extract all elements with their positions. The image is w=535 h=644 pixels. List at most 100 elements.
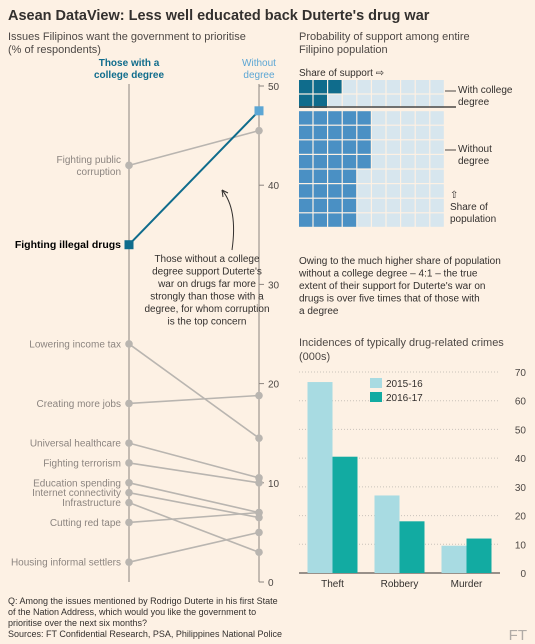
- bar-tick-label: 0: [520, 569, 526, 580]
- slope-point-left: [125, 518, 133, 527]
- waffle-cell: [415, 94, 430, 108]
- waffle-cell: [430, 140, 444, 154]
- page-title: Asean DataView: Less well educated back …: [8, 8, 430, 24]
- slope-point-left: [125, 399, 133, 408]
- waffle-note: Owing to the much higher share of popula…: [298, 256, 501, 317]
- slope-category-label: Housing informal settlers: [11, 558, 121, 569]
- waffle-cell: [299, 198, 313, 213]
- slope-point-right: [255, 434, 263, 442]
- waffle-cell: [386, 213, 400, 227]
- bar: [399, 521, 425, 573]
- slope-line: [128, 129, 260, 167]
- waffle-cell: [328, 169, 342, 183]
- slope-annotation: Those without a college degree support Du…: [144, 254, 269, 328]
- slope-chart: Issues Filipinos want the government to …: [8, 31, 280, 589]
- waffle-cell: [342, 125, 357, 140]
- bar-chart-title: Incidences of typically drug-related cri…: [299, 337, 504, 349]
- slope-category-label: Internet connectivity: [32, 488, 121, 499]
- waffle-cell: [386, 140, 400, 154]
- waffle-cell: [328, 94, 342, 108]
- waffle-cell: [372, 111, 386, 125]
- bar-chart: Incidences of typically drug-related cri…: [299, 337, 526, 590]
- waffle-cell: [401, 213, 415, 227]
- waffle-cell: [313, 213, 327, 227]
- slope-chart-title: Issues Filipinos want the government to …: [8, 31, 246, 43]
- slope-point-right: [255, 479, 263, 487]
- slope-line: [128, 491, 260, 519]
- waffle-cell: [415, 140, 430, 154]
- slope-line: [128, 442, 260, 479]
- slope-point-right: [255, 548, 263, 557]
- waffle-cell: [328, 125, 342, 140]
- waffle-cell: [342, 198, 357, 213]
- waffle-cell: [430, 198, 444, 213]
- bar-tick-label: 30: [515, 483, 527, 494]
- waffle-cell: [357, 94, 371, 108]
- waffle-cell: [415, 213, 430, 227]
- waffle-support-label: Share of support ⇨: [299, 68, 384, 79]
- waffle-cell: [313, 125, 327, 140]
- waffle-cell: [313, 140, 327, 154]
- footnote-question-line2: of the Nation Address, which would you l…: [8, 607, 256, 617]
- slope-point-left: [125, 488, 133, 497]
- waffle-cell: [313, 80, 327, 94]
- waffle-title-line1: Probability of support among entire: [299, 31, 470, 43]
- waffle-cell: [342, 80, 357, 94]
- slope-point-right: [255, 126, 263, 135]
- waffle-cell: [299, 169, 313, 183]
- slope-point-right: [255, 391, 263, 400]
- slope-tick-label: 20: [268, 380, 280, 391]
- bar-tick-label: 10: [515, 540, 527, 551]
- slope-right-header-line2: degree: [243, 70, 275, 81]
- waffle-cell: [430, 111, 444, 125]
- waffle-cell: [386, 169, 400, 183]
- waffle-cell: [430, 184, 444, 198]
- bar-category-label: Robbery: [381, 579, 419, 590]
- slope-chart-subtitle: (% of respondents): [8, 44, 101, 56]
- waffle-cell: [415, 198, 430, 213]
- waffle-cell: [328, 184, 342, 198]
- waffle-cell: [401, 125, 415, 140]
- slope-point-right: [255, 528, 263, 537]
- waffle-cell: [415, 169, 430, 183]
- slope-point-left: [125, 459, 133, 467]
- slope-left-header-line1: Those with a: [99, 58, 160, 69]
- slope-tick-label: 50: [268, 82, 280, 93]
- slope-line: [128, 511, 260, 524]
- waffle-legend-nodegree-line1: Without: [458, 144, 492, 155]
- waffle-cell: [372, 184, 386, 198]
- waffle-cell: [401, 155, 415, 169]
- slope-line: [128, 501, 260, 553]
- bar: [441, 545, 467, 573]
- waffle-legend-college-line2: degree: [458, 97, 490, 108]
- waffle-cell: [328, 213, 342, 227]
- waffle-cell: [357, 111, 371, 125]
- bar-legend-label: 2016-17: [386, 393, 423, 404]
- waffle-legend-population-arrow: ⇧: [450, 190, 458, 201]
- waffle-cell: [342, 169, 357, 183]
- waffle-cell: [357, 140, 371, 154]
- waffle-cell: [430, 155, 444, 169]
- slope-point-right: [255, 508, 263, 517]
- waffle-cell: [386, 111, 400, 125]
- waffle-cell: [357, 125, 371, 140]
- footnote-question-line3: prioritise over the next six months?: [8, 618, 147, 628]
- waffle-cell: [430, 80, 444, 94]
- waffle-cell: [299, 155, 313, 169]
- waffle-cell: [386, 125, 400, 140]
- slope-line: [128, 482, 260, 514]
- waffle-cell: [328, 198, 342, 213]
- bar: [307, 382, 333, 573]
- waffle-cell: [386, 80, 400, 94]
- waffle-grid: [299, 80, 444, 227]
- bar-tick-label: 40: [515, 454, 527, 465]
- waffle-cell: [342, 140, 357, 154]
- slope-category-label: Creating more jobs: [37, 399, 121, 410]
- bar-tick-label: 70: [515, 368, 527, 379]
- bar-category-label: Theft: [321, 579, 344, 590]
- waffle-cell: [342, 184, 357, 198]
- bar: [332, 456, 358, 573]
- slope-category-label: Fighting terrorism: [43, 458, 121, 469]
- annotation-arrowhead: [221, 189, 229, 198]
